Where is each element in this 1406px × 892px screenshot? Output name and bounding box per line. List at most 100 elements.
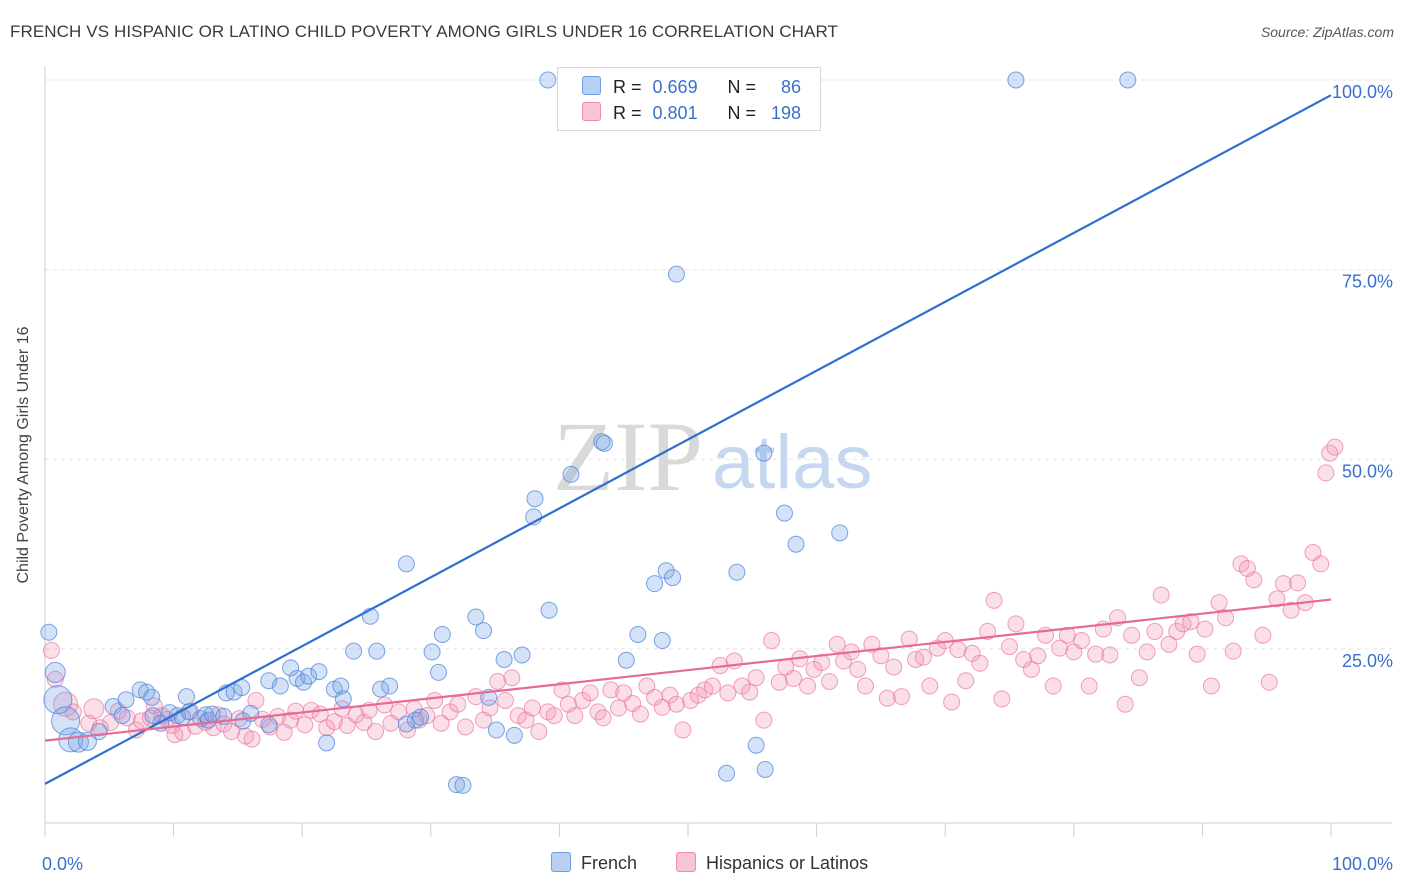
hispanic-point [1138,643,1156,661]
hispanic-legend-label: Hispanics or Latinos [706,853,869,873]
french-point [300,667,318,685]
hispanic-point [943,693,961,711]
french-point [368,642,386,660]
french-legend-label: French [581,853,638,873]
hispanic-point [1001,638,1018,656]
hispanic-point [1029,647,1047,665]
hispanic-point [1196,620,1214,638]
french-point [495,650,513,668]
french-point [617,651,635,669]
hispanic-point [1051,639,1069,657]
hispanic-point [661,686,679,704]
french-point [310,663,328,681]
hispanic-point [667,695,685,713]
french-point [430,663,448,681]
hispanic-point [763,632,781,650]
n-label: N = [727,77,757,97]
hispanic-point [1087,645,1105,663]
french-point [177,688,195,706]
french-point [755,444,773,462]
hispanic-point [1260,673,1278,691]
french-point [487,721,505,739]
hispanic-point [602,681,620,699]
trend-lines [44,94,1332,785]
hispanic-point [42,641,60,659]
hispanic-point [243,730,261,748]
french-point [775,504,793,522]
hispanic-swatch [582,102,601,121]
hispanic-point [1289,574,1307,592]
hispanic-point [1312,555,1330,573]
french-point [1007,71,1025,89]
hispanic-point [432,714,450,732]
french-point [831,524,849,542]
x-tick-label: 0.0% [42,854,83,874]
hispanic-point [1268,590,1286,608]
hispanic-point [594,709,612,727]
hispanic-point [566,707,584,725]
source-label: Source: ZipAtlas.com [1260,24,1394,40]
french-trend-line [44,94,1332,785]
hispanic-point [674,721,692,739]
hispanic-point [1245,571,1263,589]
hispanic-point [900,630,918,648]
french-point [40,623,58,641]
french-point [412,708,430,726]
hispanic-point [957,672,975,690]
hispanic-point [523,699,541,717]
hispanic-n-value: 198 [771,103,802,123]
hispanic-r-value: 0.801 [652,103,698,123]
hispanic-point [296,716,314,734]
hispanic-point [1188,645,1206,663]
tick-labels: 25.0% 50.0% 75.0% 100.0% 0.0% 100.0% [42,82,1393,874]
french-point [787,535,805,553]
french-point [397,715,415,733]
hispanic-point [971,654,989,672]
hispanic-point [696,681,714,699]
french-n-value: 86 [781,77,802,97]
hispanic-point [367,723,385,741]
hispanic-point [1326,438,1344,456]
y-tick-label: 75.0% [1342,272,1393,292]
french-legend-swatch [551,852,571,872]
hispanic-point [1130,669,1148,687]
hispanic-point [496,691,514,709]
legend-item-hispanic[interactable]: Hispanics or Latinos [676,852,868,874]
hispanic-point [949,641,967,659]
hispanic-point [287,702,305,720]
hispanic-point [1146,622,1164,640]
french-point [664,569,682,587]
hispanic-point [1116,695,1134,713]
french-point [595,434,613,452]
hispanic-point [1152,586,1170,604]
hispanic-point [426,691,444,709]
hispanic-point [1282,601,1300,619]
hispanic-point [1044,677,1062,695]
hispanic-point [849,660,867,678]
french-point [513,646,531,664]
hispanic-point [581,684,599,702]
legend-item-french[interactable]: French [551,852,637,874]
hispanic-point [1160,635,1178,653]
r-label: R = [613,77,642,97]
hispanic-point [755,711,773,729]
french-point [562,465,580,483]
hispanic-point [1210,594,1228,612]
hispanic-point [741,683,759,701]
french-point [718,764,736,782]
hispanic-point [1080,677,1098,695]
hispanic-point [83,698,105,720]
legend-row-hispanic: R = 0.801 N = 198 [582,102,801,126]
hispanic-point [703,677,721,695]
hispanic-point [878,689,896,707]
y-tick-label: 100.0% [1332,82,1393,102]
hispanic-point [863,635,881,653]
hispanic-point [770,673,788,691]
hispanic-point [856,677,874,695]
hispanic-point [503,669,521,687]
french-point [260,716,278,734]
french-point [1119,71,1137,89]
french-point [540,601,558,619]
hispanic-point [489,672,507,690]
